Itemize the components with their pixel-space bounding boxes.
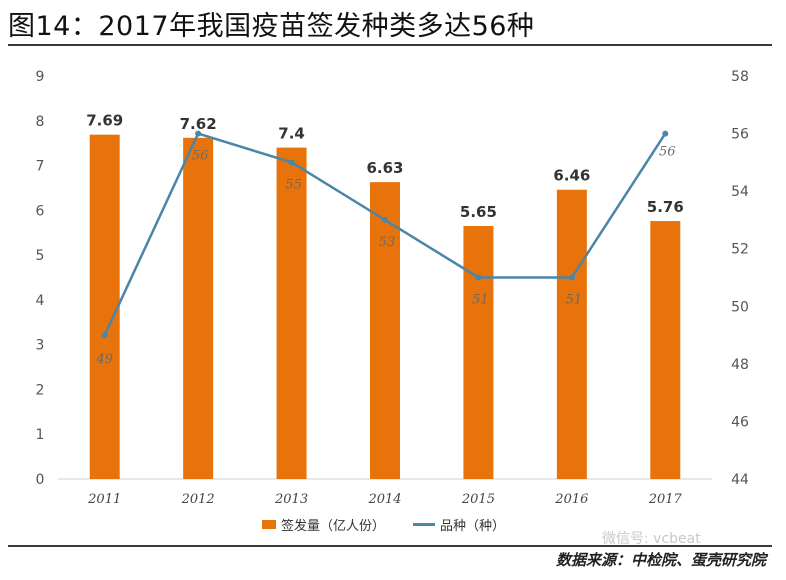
left-axis-tick-label: 8 bbox=[36, 114, 45, 130]
left-axis-tick-label: 7 bbox=[36, 159, 45, 175]
left-axis-tick-label: 3 bbox=[36, 338, 45, 354]
line-point bbox=[101, 332, 108, 339]
right-axis-tick-label: 56 bbox=[731, 127, 749, 143]
line-value-label: 53 bbox=[379, 235, 396, 250]
left-axis-tick-label: 2 bbox=[36, 382, 45, 398]
bar bbox=[89, 134, 120, 480]
left-axis-tick-label: 6 bbox=[36, 203, 45, 219]
bar-value-label: 7.4 bbox=[278, 125, 305, 143]
watermark: 微信号: vcbeat bbox=[602, 531, 701, 547]
bar bbox=[556, 189, 587, 480]
line-point bbox=[662, 130, 669, 137]
left-axis-tick-label: 5 bbox=[36, 248, 45, 264]
bar-value-label: 7.62 bbox=[180, 115, 217, 133]
bar bbox=[370, 182, 400, 479]
line-point bbox=[382, 216, 388, 223]
line-point bbox=[195, 130, 202, 137]
bar bbox=[650, 221, 681, 479]
line-point bbox=[568, 274, 575, 281]
source-note: 数据来源：中检院、蛋壳研究院 bbox=[555, 551, 766, 569]
line-value-label: 56 bbox=[192, 149, 209, 164]
x-axis-tick-label: 2013 bbox=[274, 492, 308, 507]
legend-item-varieties: 品种（种） bbox=[413, 515, 505, 534]
bar bbox=[276, 147, 307, 479]
legend-label-varieties: 品种（种） bbox=[440, 519, 506, 534]
bar-value-label: 6.63 bbox=[366, 159, 403, 177]
left-axis-tick-label: 9 bbox=[36, 69, 45, 85]
left-axis-tick-label: 4 bbox=[36, 293, 45, 309]
line-value-label: 51 bbox=[566, 293, 583, 308]
right-axis-tick-label: 54 bbox=[731, 184, 749, 200]
right-axis-tick-label: 58 bbox=[731, 69, 749, 85]
x-axis-tick-label: 2017 bbox=[648, 492, 683, 507]
legend-swatch-bar bbox=[262, 520, 276, 529]
title-divider bbox=[8, 44, 772, 46]
right-axis-tick-label: 46 bbox=[731, 414, 749, 430]
bar-value-label: 5.65 bbox=[460, 203, 497, 221]
line-point bbox=[288, 159, 295, 166]
bar bbox=[463, 226, 494, 479]
line-value-label: 55 bbox=[285, 177, 302, 192]
bar-value-label: 7.69 bbox=[86, 112, 123, 130]
bar bbox=[183, 137, 214, 479]
line-point bbox=[475, 274, 482, 281]
x-axis-tick-label: 2011 bbox=[87, 492, 121, 507]
legend: 签发量（亿人份） 品种（种） bbox=[262, 515, 533, 534]
bar-value-label: 6.46 bbox=[553, 167, 590, 185]
line-value-label: 51 bbox=[472, 293, 489, 308]
line-value-label: 56 bbox=[659, 145, 676, 160]
legend-label-volume: 签发量（亿人份） bbox=[281, 519, 386, 534]
line-value-label: 49 bbox=[95, 352, 113, 367]
x-axis-tick-label: 2014 bbox=[367, 492, 401, 507]
bar-value-label: 5.76 bbox=[647, 198, 684, 216]
footer-divider bbox=[8, 545, 772, 547]
right-axis-tick-label: 48 bbox=[731, 357, 749, 373]
right-axis-tick-label: 50 bbox=[731, 299, 749, 315]
left-axis-tick-label: 1 bbox=[36, 427, 45, 443]
legend-swatch-line bbox=[413, 523, 436, 526]
x-axis-tick-label: 2016 bbox=[554, 492, 588, 507]
right-axis-tick-label: 44 bbox=[731, 472, 749, 488]
x-axis-tick-label: 2012 bbox=[181, 492, 215, 507]
chart-title: 图14：2017年我国疫苗签发种类多达56种 bbox=[8, 11, 535, 42]
right-axis-tick-label: 52 bbox=[731, 242, 749, 258]
x-axis-tick-label: 2015 bbox=[461, 492, 495, 507]
left-axis-tick-label: 0 bbox=[36, 472, 45, 488]
legend-item-volume: 签发量（亿人份） bbox=[262, 515, 385, 534]
